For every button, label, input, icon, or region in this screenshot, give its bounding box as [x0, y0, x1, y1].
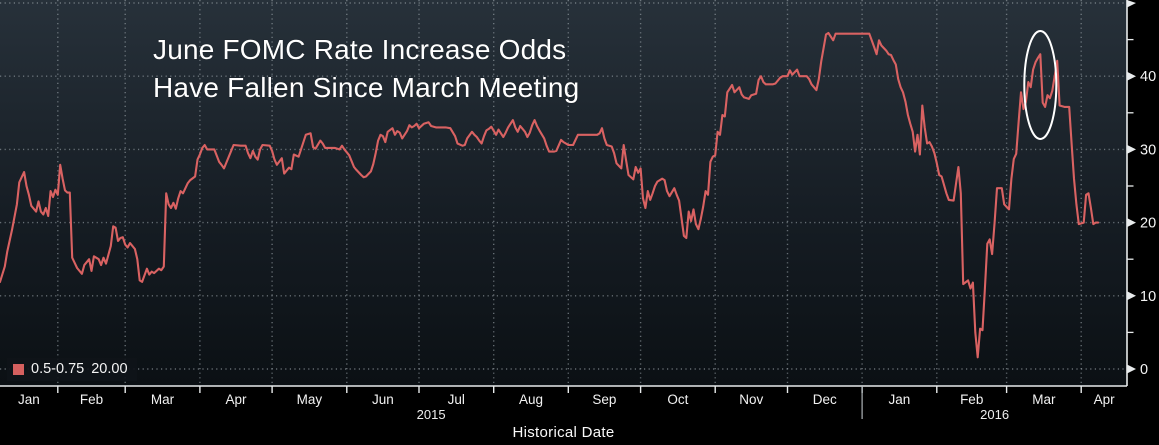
y-tick-label: 0: [1140, 362, 1148, 378]
legend-last-value: 20.00: [91, 361, 128, 377]
chart-title-line1: June FOMC Rate Increase Odds: [153, 34, 567, 65]
x-tick-label-month: Oct: [667, 392, 688, 407]
x-tick-label-month: Nov: [739, 392, 763, 407]
y-tick-arrow-icon: [1127, 218, 1136, 228]
x-axis-title: Historical Date: [512, 424, 615, 441]
annotation-ellipse: [1023, 30, 1058, 140]
x-tick-label-year: 2016: [980, 407, 1009, 422]
y-tick-label: 30: [1140, 142, 1156, 158]
chart-title-line2: Have Fallen Since March Meeting: [153, 72, 580, 103]
x-tick-label-month: Apr: [1094, 392, 1116, 407]
y-tick-arrow-icon: [1127, 71, 1136, 81]
x-tick-label-month: Feb: [80, 392, 103, 407]
x-tick-label-year: 2015: [417, 407, 446, 422]
x-tick-label-month: Jun: [372, 392, 394, 407]
legend-swatch-icon: [13, 363, 24, 375]
x-tick-label-month: May: [297, 392, 323, 407]
y-tick-label: 40: [1140, 69, 1156, 85]
chart-title: June FOMC Rate Increase Odds Have Fallen…: [153, 31, 579, 107]
y-tick-arrow-icon: [1127, 144, 1136, 154]
x-tick-label-month: Jan: [889, 392, 911, 407]
plot-background: [0, 0, 1127, 386]
legend-series-label: 0.5-0.75: [31, 361, 85, 377]
x-tick-label-month: Mar: [151, 392, 175, 407]
x-tick-label-month: Sep: [592, 392, 616, 407]
x-tick-label-month: Jan: [18, 392, 40, 407]
y-tick-label: 10: [1140, 289, 1156, 305]
x-tick-label-month: Jul: [448, 392, 465, 407]
legend[interactable]: 0.5-0.75 20.00: [7, 358, 137, 381]
x-tick-label-month: Mar: [1032, 392, 1056, 407]
x-tick-label-month: Feb: [960, 392, 983, 407]
y-tick-arrow-icon: [1127, 291, 1136, 301]
y-tick-label: 20: [1140, 216, 1156, 232]
y-tick-arrow-icon: [1127, 0, 1136, 8]
x-tick-label-month: Aug: [519, 392, 543, 407]
y-tick-arrow-icon: [1127, 364, 1136, 374]
series-line-0.5-0.75: [0, 31, 1100, 359]
x-tick-label-month: Dec: [813, 392, 837, 407]
x-tick-label-month: Apr: [225, 392, 247, 407]
